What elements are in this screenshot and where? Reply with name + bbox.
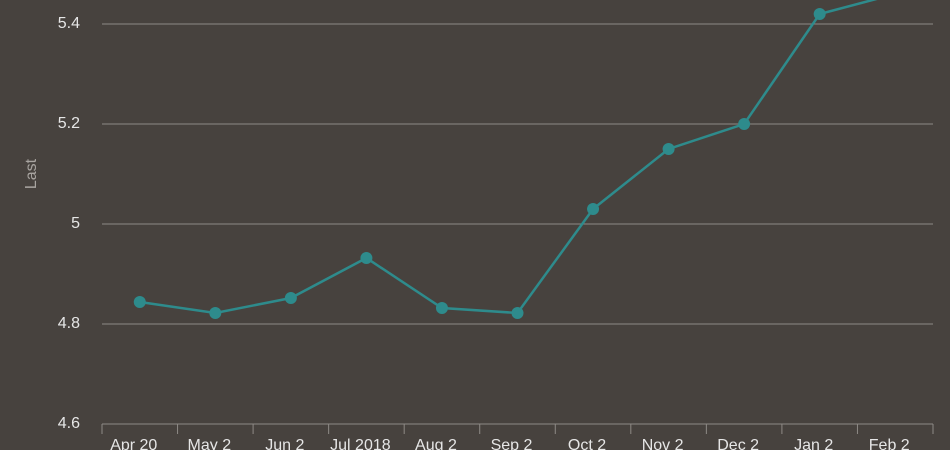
y-tick-label: 4.6 — [58, 415, 80, 432]
x-tick-label: Aug 2 — [415, 437, 457, 450]
data-point — [435, 302, 448, 314]
x-tick-label: Apr 20 — [110, 437, 157, 450]
data-point — [209, 307, 222, 319]
data-point — [284, 292, 297, 304]
data-point — [511, 307, 524, 319]
plot-area — [133, 0, 878, 319]
y-tick-label: 4.8 — [58, 315, 80, 332]
x-tick-label: Jun 2 — [265, 437, 304, 450]
y-tick-label: 5 — [71, 215, 80, 232]
x-tick-label: Nov 2 — [642, 437, 684, 450]
data-point — [360, 252, 373, 264]
data-point — [662, 143, 675, 155]
x-tick-label: Oct 2 — [568, 437, 606, 450]
y-tick-label: 5.4 — [58, 15, 80, 32]
x-tick-label: Feb 2 — [869, 437, 910, 450]
x-tick-label: Jan 2 — [794, 437, 833, 450]
x-tick-label: Sep 2 — [491, 437, 533, 450]
x-tick-label: Dec 2 — [717, 437, 759, 450]
x-tick-label: Jul 2018 — [330, 437, 391, 450]
data-point — [133, 296, 146, 308]
y-tick-label: 5.2 — [58, 115, 80, 132]
data-point — [813, 8, 826, 20]
data-point — [587, 203, 600, 215]
x-tick-label: May 2 — [188, 437, 232, 450]
data-point — [738, 118, 751, 130]
y-axis-label: Last — [23, 158, 40, 189]
